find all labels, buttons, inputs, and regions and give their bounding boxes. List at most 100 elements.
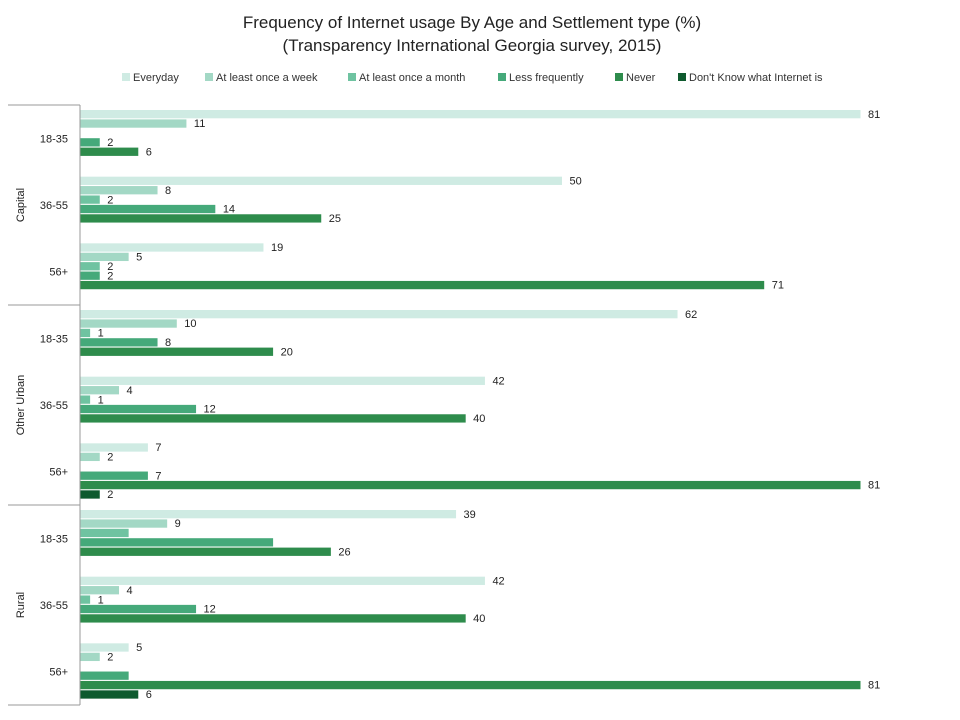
data-label-1-1-4: 40 (473, 413, 485, 425)
age-label-2-0: 18-35 (40, 533, 68, 545)
data-label-0-0-0: 81 (868, 109, 880, 121)
legend-label-2: At least once a month (359, 72, 465, 84)
category-axis: Capital 18-35 36-55 56+ Other Urban 18-35 36-5… (8, 104, 81, 706)
age-label-0-1: 36-55 (40, 200, 68, 212)
bar-0-2-1 (80, 252, 129, 262)
data-label-0-0-4: 6 (146, 146, 152, 158)
data-label-0-1-3: 14 (223, 204, 235, 216)
bar-2-1-2 (80, 595, 91, 604)
data-label-0-1-1: 8 (165, 185, 171, 197)
bar-0-1-0 (80, 176, 562, 185)
age-label-0-2: 56+ (49, 267, 68, 279)
bar-1-1-1 (80, 386, 120, 395)
data-label-0-1-2: 2 (107, 194, 113, 206)
legend-label-0: Everyday (133, 72, 179, 84)
data-label-1-0-2: 1 (98, 328, 104, 340)
legend-label-3: Less frequently (509, 72, 584, 84)
data-label-2-0-0: 39 (464, 509, 476, 521)
data-label-0-2-2: 2 (107, 261, 113, 273)
bar-0-2-3 (80, 271, 100, 280)
data-label-2-2-0: 5 (136, 642, 142, 654)
data-label-2-1-1: 4 (127, 585, 133, 597)
group-label-1: Other Urban (15, 375, 27, 436)
bar-1-0-1 (80, 319, 177, 328)
bar-2-1-0 (80, 576, 485, 585)
legend-label-5: Don't Know what Internet is (689, 72, 823, 84)
data-label-0-1-0: 50 (569, 175, 581, 187)
data-label-1-2-3: 7 (155, 470, 161, 482)
data-label-2-1-4: 40 (473, 613, 485, 625)
bar-1-0-4 (80, 347, 274, 356)
age-label-1-0: 18-35 (40, 333, 68, 345)
legend-swatch-0 (122, 73, 130, 81)
group-label-2: Rural (15, 592, 27, 618)
age-label-2-2: 56+ (49, 667, 68, 679)
data-label-1-0-3: 8 (165, 337, 171, 349)
bar-0-2-4 (80, 280, 765, 290)
bar-2-1-1 (80, 586, 120, 595)
bar-1-0-2 (80, 328, 91, 338)
bar-0-2-2 (80, 262, 100, 271)
data-label-2-0-1: 9 (175, 518, 181, 530)
bar-0-1-3 (80, 204, 216, 214)
bar-1-2-5 (80, 490, 100, 499)
data-label-2-1-3: 12 (204, 604, 216, 616)
bar-0-1-4 (80, 214, 322, 223)
data-label-2-2-4: 81 (868, 680, 880, 692)
bar-1-1-3 (80, 404, 197, 414)
chart-subtitle: (Transparency International Georgia surv… (283, 36, 662, 55)
legend-swatch-4 (615, 73, 623, 81)
bar-1-1-4 (80, 414, 466, 423)
bar-2-2-4 (80, 680, 861, 690)
data-label-2-0-4: 26 (338, 546, 350, 558)
bar-2-0-4 (80, 547, 331, 556)
data-label-0-0-1: 11 (194, 118, 205, 130)
legend: Everyday At least once a week At least onc… (122, 72, 823, 84)
plot-area: 8111265082142519522716210182042411240727… (80, 109, 880, 701)
bar-1-1-2 (80, 395, 91, 404)
data-label-1-0-4: 20 (281, 346, 293, 358)
data-label-1-2-4: 81 (868, 480, 880, 492)
age-label-0-0: 18-35 (40, 133, 68, 145)
data-label-1-0-0: 62 (685, 309, 697, 321)
bar-2-0-1 (80, 519, 168, 528)
data-label-0-2-1: 5 (136, 252, 142, 264)
data-label-0-1-4: 25 (329, 213, 341, 225)
data-label-1-1-0: 42 (492, 375, 504, 387)
bar-1-0-0 (80, 310, 678, 319)
data-label-1-2-5: 2 (107, 489, 113, 501)
bar-2-1-4 (80, 614, 466, 623)
bar-0-0-0 (80, 110, 861, 119)
legend-swatch-5 (678, 73, 686, 81)
bar-2-2-1 (80, 652, 100, 662)
data-label-1-2-0: 7 (155, 442, 161, 454)
chart-title: Frequency of Internet usage By Age and S… (243, 13, 701, 32)
bar-1-1-0 (80, 376, 485, 385)
bar-0-1-2 (80, 195, 100, 204)
data-label-2-1-2: 1 (98, 594, 104, 606)
data-label-1-2-1: 2 (107, 452, 113, 464)
legend-swatch-2 (348, 73, 356, 81)
bar-2-0-3 (80, 538, 274, 547)
bar-0-0-3 (80, 138, 100, 147)
group-label-0: Capital (15, 188, 27, 222)
bar-1-2-4 (80, 480, 861, 490)
bar-2-0-0 (80, 510, 457, 519)
bar-1-2-0 (80, 443, 148, 452)
data-label-0-2-4: 71 (772, 280, 784, 292)
data-label-0-2-0: 19 (271, 242, 283, 254)
bar-2-1-3 (80, 604, 197, 614)
data-label-1-1-1: 4 (127, 385, 133, 397)
bar-2-2-3 (80, 671, 129, 680)
data-label-0-0-3: 2 (107, 137, 113, 149)
legend-label-1: At least once a week (216, 72, 318, 84)
age-label-2-1: 36-55 (40, 600, 68, 612)
data-label-1-1-3: 12 (204, 404, 216, 416)
bar-0-2-0 (80, 243, 264, 252)
bar-0-0-4 (80, 147, 139, 156)
data-label-0-2-3: 2 (107, 270, 113, 282)
legend-swatch-1 (205, 73, 213, 81)
legend-label-4: Never (626, 72, 656, 84)
data-label-2-2-5: 6 (146, 689, 152, 701)
